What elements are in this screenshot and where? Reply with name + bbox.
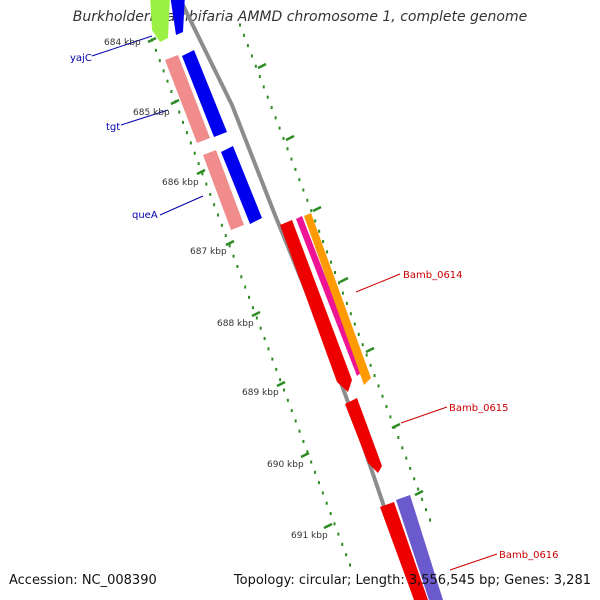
cds-feature-partial-blue[interactable]	[170, 0, 185, 35]
rna-feature-bamb0614[interactable]	[296, 216, 362, 376]
kbp-label-686: 686 kbp	[162, 178, 199, 188]
kbp-label-689: 689 kbp	[242, 388, 279, 398]
major-tick-right-6	[414, 489, 424, 497]
accession-label: Accession: NC_008390	[9, 573, 157, 588]
cds-feature-tgt[interactable]	[182, 50, 227, 137]
major-tick-687	[225, 239, 235, 247]
cds-feature-bamb0615[interactable]	[345, 398, 382, 473]
kbp-label-687: 687 kbp	[190, 247, 227, 257]
cds-feature-bamb0614[interactable]	[280, 220, 352, 392]
gene-label-bamb0614[interactable]: Bamb_0614	[403, 270, 463, 281]
leader-bamb0616	[449, 553, 498, 571]
major-tick-685	[170, 98, 180, 106]
tick-marks	[147, 23, 431, 567]
gene-label-quea[interactable]: queA	[132, 210, 158, 221]
leader-bamb0615	[400, 406, 448, 424]
leader-quea	[159, 195, 204, 216]
leader-tgt	[120, 109, 169, 126]
kbp-label-685: 685 kbp	[133, 108, 170, 118]
major-tick-688	[251, 310, 261, 318]
major-tick-686	[196, 168, 206, 176]
leader-yajc	[91, 35, 153, 57]
kbp-label-684: 684 kbp	[104, 38, 141, 48]
gene-label-yajc[interactable]: yajC	[70, 53, 92, 64]
major-tick-690	[300, 451, 310, 459]
major-tick-right-3	[339, 276, 349, 284]
kbp-label-690: 690 kbp	[267, 460, 304, 470]
gene-label-tgt[interactable]: tgt	[106, 122, 120, 133]
cds-feature-quea[interactable]	[221, 146, 262, 224]
major-tick-684	[147, 36, 157, 44]
gene-label-bamb0615[interactable]: Bamb_0615	[449, 403, 509, 414]
major-tick-right-2	[312, 205, 322, 213]
major-tick-right-0	[257, 62, 267, 70]
misc-feature-bamb0614[interactable]	[304, 213, 371, 385]
major-tick-right-5	[391, 422, 401, 430]
genome-stats-label: Topology: circular; Length: 3,556,545 bp…	[233, 573, 591, 588]
gene-feature-quea[interactable]	[203, 150, 244, 230]
kbp-label-688: 688 kbp	[217, 319, 254, 329]
kbp-label-691: 691 kbp	[291, 531, 328, 541]
label-leaders	[91, 35, 498, 571]
gene-feature-slate-0616[interactable]	[396, 495, 443, 600]
gene-feature-partial-green[interactable]	[150, 0, 170, 42]
major-tick-691	[323, 522, 333, 530]
feature-layer	[150, 0, 443, 600]
scale-ticks-right	[239, 23, 431, 522]
major-tick-right-4	[365, 346, 375, 354]
gene-feature-tgt[interactable]	[165, 55, 210, 143]
gene-label-bamb0616[interactable]: Bamb_0616	[499, 550, 559, 561]
major-tick-689	[276, 380, 286, 388]
major-tick-right-1	[285, 134, 295, 142]
scale-ticks-left	[151, 38, 351, 567]
leader-bamb0614	[355, 273, 401, 293]
cds-feature-bamb0616[interactable]	[380, 502, 428, 600]
